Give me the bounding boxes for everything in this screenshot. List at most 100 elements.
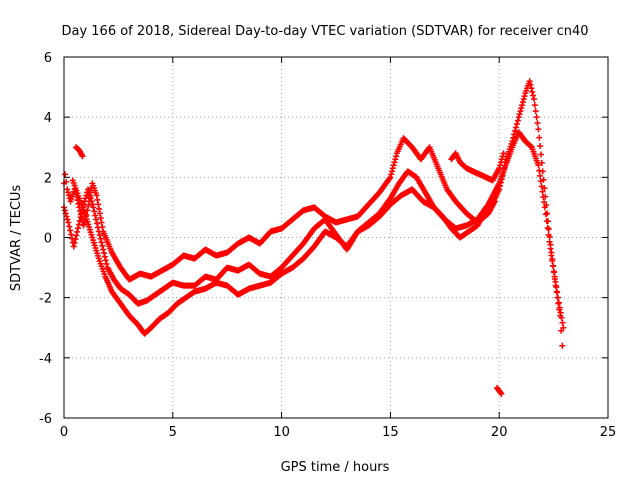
data-point — [92, 212, 99, 219]
data-point — [95, 201, 102, 208]
y-tick-label: 6 — [44, 51, 52, 66]
chart-title: Day 166 of 2018, Sidereal Day-to-day VTE… — [61, 24, 588, 39]
data-point — [531, 102, 538, 109]
data-point — [551, 273, 558, 280]
data-point — [65, 189, 72, 196]
data-point — [545, 231, 552, 238]
data-point — [84, 186, 91, 193]
data-point — [497, 159, 504, 166]
data-point — [392, 156, 399, 163]
data-point — [513, 121, 520, 128]
x-tick-label: 20 — [491, 425, 508, 440]
data-point — [528, 143, 535, 150]
data-point — [554, 289, 561, 296]
data-point — [102, 257, 109, 264]
data-point — [64, 216, 71, 223]
data-point — [559, 342, 566, 349]
data-point — [70, 243, 77, 250]
data-point — [516, 111, 523, 118]
data-point — [559, 319, 566, 326]
data-point — [61, 207, 68, 214]
data-point — [512, 124, 519, 131]
x-axis-label: GPS time / hours — [281, 460, 390, 475]
data-point — [537, 178, 544, 185]
data-point — [100, 246, 107, 253]
data-point — [538, 183, 545, 190]
data-point — [529, 88, 536, 95]
y-tick-label: 0 — [44, 232, 52, 247]
data-point — [520, 96, 527, 103]
data-point — [71, 239, 78, 246]
data-point — [515, 114, 522, 121]
data-point — [393, 153, 400, 160]
data-point — [553, 284, 560, 291]
data-point — [389, 168, 396, 175]
data-point — [389, 165, 396, 172]
data-point — [560, 324, 567, 331]
data-point — [91, 208, 98, 215]
data-point — [97, 235, 104, 242]
data-point — [386, 175, 393, 182]
data-point — [72, 236, 79, 243]
data-point — [75, 225, 82, 232]
data-point — [64, 186, 71, 193]
data-point — [84, 207, 91, 214]
data-point — [554, 294, 561, 301]
data-point — [530, 92, 537, 99]
data-point — [101, 250, 108, 257]
data-point — [87, 195, 94, 202]
data-point — [94, 196, 101, 203]
series-track-a — [61, 135, 498, 283]
data-point — [498, 390, 505, 397]
data-point — [82, 195, 89, 202]
data-point — [541, 199, 548, 206]
data-point — [558, 314, 565, 321]
data-point — [86, 192, 93, 199]
x-tick-label: 0 — [60, 425, 68, 440]
data-point — [536, 167, 543, 174]
data-point — [95, 228, 102, 235]
data-point — [89, 201, 96, 208]
y-tick-label: -2 — [39, 292, 52, 307]
data-point — [517, 108, 524, 115]
data-point — [547, 245, 554, 252]
ticks: 0 5 10 15 20 25 -6 -4 -2 0 2 4 6 — [39, 51, 616, 440]
data-point — [391, 159, 398, 166]
data-point — [535, 126, 542, 133]
data-point — [546, 238, 553, 245]
data-point — [544, 225, 551, 232]
data-point — [75, 221, 82, 228]
data-point — [98, 219, 105, 226]
x-tick-label: 10 — [273, 425, 290, 440]
data-point — [527, 81, 534, 88]
data-point — [388, 171, 395, 178]
series-track-d — [72, 144, 86, 160]
data-point — [67, 227, 74, 234]
data-point — [552, 278, 559, 285]
data-point — [549, 257, 556, 264]
data-point — [94, 224, 101, 231]
data-point — [537, 143, 544, 150]
data-point — [79, 153, 86, 160]
data-point — [512, 127, 519, 134]
data-point — [498, 156, 505, 163]
data-point — [96, 232, 103, 239]
data-point — [548, 252, 555, 259]
data-point — [550, 268, 557, 275]
data-point — [521, 93, 528, 100]
data-point — [74, 228, 81, 235]
data-point — [536, 134, 543, 141]
series-track-e — [448, 150, 507, 184]
data-point — [555, 299, 562, 306]
data-point — [76, 217, 83, 224]
data-point — [101, 253, 108, 260]
data-point — [499, 153, 506, 160]
data-point — [387, 174, 394, 181]
data-points — [61, 78, 567, 397]
data-point — [81, 198, 88, 205]
data-point — [85, 189, 92, 196]
data-point — [96, 205, 103, 212]
data-point — [557, 309, 564, 316]
x-tick-label: 5 — [169, 425, 177, 440]
data-point — [539, 168, 546, 175]
